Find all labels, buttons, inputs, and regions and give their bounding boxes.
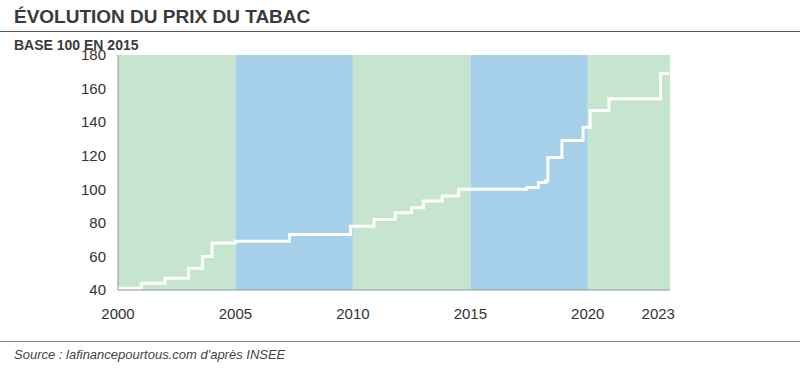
- svg-text:60: 60: [89, 248, 106, 265]
- svg-text:120: 120: [81, 147, 106, 164]
- svg-text:180: 180: [81, 46, 106, 63]
- svg-text:2000: 2000: [101, 305, 134, 322]
- svg-text:2023: 2023: [642, 305, 675, 322]
- svg-text:140: 140: [81, 113, 106, 130]
- svg-text:2010: 2010: [336, 305, 369, 322]
- svg-text:2005: 2005: [219, 305, 252, 322]
- svg-text:2020: 2020: [571, 305, 604, 322]
- svg-text:2015: 2015: [454, 305, 487, 322]
- svg-text:160: 160: [81, 80, 106, 97]
- svg-text:80: 80: [89, 214, 106, 231]
- svg-text:100: 100: [81, 181, 106, 198]
- svg-text:40: 40: [89, 281, 106, 298]
